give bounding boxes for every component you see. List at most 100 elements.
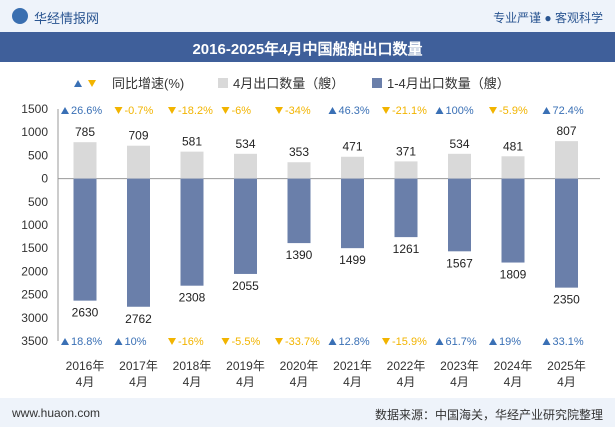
x-tick-label: 2017年 4月 (119, 359, 158, 389)
growth-down-icon (275, 107, 283, 114)
x-tick-label: 2021年 4月 (333, 359, 372, 389)
legend-april-label: 4月出口数量（艘） (233, 76, 344, 91)
bar-april (287, 162, 311, 179)
growth-down-icon (382, 338, 390, 345)
growth-down-icon (221, 107, 230, 114)
legend-cumulative-label: 1-4月出口数量（艘） (387, 76, 510, 91)
growth-label: 12.8% (339, 336, 370, 348)
y-tick-label: 1500 (21, 102, 48, 116)
label-april: 581 (182, 135, 202, 149)
y-tick-label: 1000 (21, 218, 48, 232)
growth-labels: 26.6% 18.8% -0.7% 10% -18.2% -16% -6% -5.5% -34%… (61, 105, 584, 348)
bar-april (180, 151, 204, 179)
bar-april (73, 142, 97, 179)
y-tick-label: 500 (28, 195, 48, 209)
growth-up-icon (328, 338, 337, 345)
chart-title: 2016-2025年4月中国船舶出口数量 (192, 41, 423, 58)
label-cumulative: 2350 (553, 293, 580, 307)
brand-name: 华经情报网 (34, 11, 100, 26)
label-cumulative: 2762 (125, 312, 152, 326)
growth-label: -34% (285, 105, 311, 117)
x-tick-label: 2019年 4月 (226, 359, 265, 389)
growth-down-icon (168, 107, 176, 114)
bar-april (341, 156, 364, 179)
growth-up-icon (435, 107, 444, 114)
x-tick-label: 2016年 4月 (66, 359, 105, 389)
bar-april (394, 161, 418, 179)
y-tick-label: 3500 (21, 334, 48, 348)
y-tick-label: 1000 (21, 125, 48, 139)
label-cumulative: 1499 (339, 253, 366, 267)
footer-url: www.huaon.com (12, 406, 101, 420)
legend-cumulative-swatch (372, 78, 382, 88)
growth-label: 61.7% (446, 336, 477, 348)
growth-up-icon (489, 338, 497, 345)
tagline: 专业严谨 ● 客观科学 (493, 11, 603, 25)
growth-up-icon (328, 107, 337, 114)
label-cumulative: 1390 (286, 248, 313, 262)
growth-label: -6% (232, 105, 252, 117)
label-cumulative: 2055 (232, 279, 259, 293)
label-april: 534 (235, 137, 255, 151)
label-april: 471 (342, 140, 362, 154)
growth-label: -21.1% (392, 105, 427, 117)
growth-label: 46.3% (339, 105, 370, 117)
legend-up-triangle-icon (74, 80, 82, 87)
bar-cumulative (234, 178, 257, 274)
growth-label: 100% (446, 105, 474, 117)
growth-label: -18.2% (178, 105, 213, 117)
y-tick-label: 500 (28, 148, 48, 162)
bar-cumulative (394, 178, 418, 238)
title-bar: 2016-2025年4月中国船舶出口数量 (0, 32, 615, 62)
bar-april (127, 145, 150, 179)
label-april: 785 (75, 125, 95, 139)
legend-april-swatch (218, 78, 228, 88)
growth-label: -15.9% (392, 336, 427, 348)
x-tick-label: 2020年 4月 (280, 359, 319, 389)
bar-cumulative (287, 178, 311, 244)
growth-up-icon (61, 338, 69, 345)
bar-april (555, 141, 578, 179)
top-banner: 华经情报网 专业严谨 ● 客观科学 (0, 0, 615, 32)
growth-up-icon (114, 338, 123, 345)
growth-label: -33.7% (285, 336, 320, 348)
bar-cumulative (341, 178, 364, 249)
growth-down-icon (489, 107, 497, 114)
x-tick-label: 2018年 4月 (173, 359, 212, 389)
growth-up-icon (61, 107, 69, 114)
growth-label: 26.6% (71, 105, 102, 117)
label-april: 534 (449, 137, 469, 151)
growth-label: -16% (178, 336, 204, 348)
x-tick-label: 2022年 4月 (387, 359, 426, 389)
growth-label: 19% (499, 336, 521, 348)
bar-chart: 同比增速(%) 4月出口数量（艘） 1-4月出口数量（艘） 1500 1000 50… (21, 76, 600, 389)
growth-down-icon (168, 338, 176, 345)
y-tick-label: 1500 (21, 241, 48, 255)
label-april: 371 (396, 144, 416, 158)
label-april: 481 (503, 139, 523, 153)
growth-label: -5.5% (232, 336, 261, 348)
bar-april (448, 153, 471, 179)
label-april: 807 (556, 124, 576, 138)
x-tick-label: 2024年 4月 (494, 359, 533, 389)
growth-label: 10% (125, 336, 147, 348)
x-axis: 2016年 4月 2017年 4月 2018年 4月 2019年 4月 2020年 4月 2021年… (66, 359, 586, 389)
label-april: 353 (289, 145, 309, 159)
bar-cumulative (501, 178, 525, 263)
brand-logo-icon (12, 8, 28, 24)
bars (73, 141, 578, 307)
x-tick-label: 2025年 4月 (547, 359, 586, 389)
growth-label: 33.1% (553, 336, 584, 348)
y-tick-label: 3000 (21, 311, 48, 325)
data-labels: 785 2630 709 2762 581 2308 534 2055 353 1390 471 14… (72, 124, 581, 326)
label-cumulative: 2308 (179, 291, 206, 305)
label-cumulative: 1261 (393, 242, 420, 256)
growth-label: -5.9% (499, 105, 528, 117)
legend-down-triangle-icon (88, 80, 96, 87)
label-cumulative: 1567 (446, 256, 473, 270)
label-cumulative: 1809 (500, 268, 527, 282)
growth-label: 18.8% (71, 336, 102, 348)
y-tick-label: 0 (41, 172, 48, 186)
bar-cumulative (73, 178, 97, 301)
